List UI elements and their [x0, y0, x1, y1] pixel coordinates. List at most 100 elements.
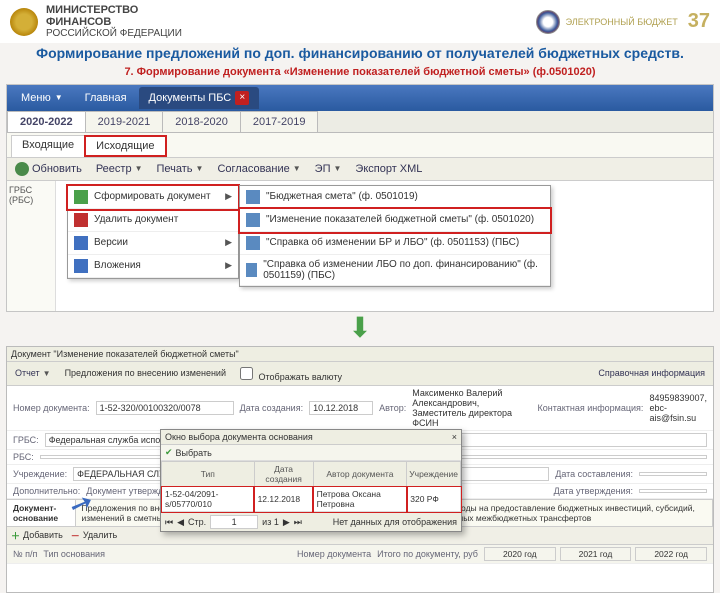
ctx-delete-document[interactable]: Удалить документ [68, 209, 238, 232]
plus-doc-icon [74, 190, 88, 204]
author-label: Автор: [379, 403, 406, 413]
doc-subbar: Отчет ▼ Предложения по внесению изменени… [7, 362, 713, 386]
doc-icon [246, 263, 257, 277]
refresh-icon [15, 162, 29, 176]
tab-incoming[interactable]: Входящие [11, 135, 85, 157]
doc-titlebar: Документ "Изменение показателей бюджетно… [7, 347, 713, 362]
popup-col-author: Автор документа [313, 462, 407, 487]
menu-button[interactable]: Меню▼ [11, 88, 73, 108]
doc-icon [246, 190, 260, 204]
popup-select-button[interactable]: ✔ Выбрать [165, 447, 212, 458]
create-flyout: "Бюджетная смета" (ф. 0501019) "Изменени… [239, 185, 551, 287]
tab-documents-pbs[interactable]: Документы ПБС × [139, 87, 260, 109]
popup-col-inst: Учреждение [407, 462, 461, 487]
versions-icon [74, 236, 88, 250]
nodata-label: Нет данных для отображения [333, 517, 457, 527]
popup-table: Тип Дата создания Автор документа Учрежд… [161, 461, 461, 512]
toolbar: Обновить Реестр▼ Печать▼ Согласование▼ Э… [7, 158, 713, 181]
attachments-icon [74, 259, 88, 273]
report-button[interactable]: Отчет ▼ [11, 366, 55, 380]
ctx-attachments[interactable]: Вложения ▶ [68, 255, 238, 278]
num-value: 1-52-320/00100320/0078 [96, 401, 234, 415]
delete-doc-icon [74, 213, 88, 227]
export-button[interactable]: Экспорт XML [351, 160, 426, 178]
registry-button[interactable]: Реестр▼ [92, 160, 147, 178]
date-label: Дата создания: [240, 403, 304, 413]
grbs-label2: ГРБС: [13, 435, 39, 445]
check-icon: ✔ [165, 447, 173, 458]
page-badge: ЭЛЕКТРОННЫЙ БЮДЖЕТ 37 [536, 10, 710, 34]
pager-input[interactable]: 1 [210, 515, 258, 529]
ctx-versions[interactable]: Версии ▶ [68, 232, 238, 255]
col-type: Тип основания [43, 549, 291, 559]
page-number: 37 [688, 10, 710, 33]
popup-col-type: Тип [162, 462, 255, 487]
grbs-label: ГРБС (РБС) [9, 185, 53, 205]
doc-group-label: Предложения по внесению изменений [65, 368, 226, 378]
contact-value: 84959839007, ebc-ais@fsin.su [649, 393, 707, 423]
col-2022: 2022 год [635, 547, 707, 561]
doc-icon [246, 213, 260, 227]
flyout-item-0501020[interactable]: "Изменение показателей бюджетной сметы" … [240, 209, 550, 232]
budget-logo-icon [536, 10, 560, 34]
num-label: Номер документа: [13, 403, 90, 413]
compose-date-label: Дата составления: [555, 469, 633, 479]
app-window-top: Меню▼ Главная Документы ПБС × 2020-2022 … [6, 84, 714, 312]
ctx-create-document[interactable]: Сформировать документ ▶ [68, 186, 238, 209]
approved-date-label: Дата утверждения: [554, 486, 633, 496]
flyout-item-0501159[interactable]: "Справка об изменении ЛБО по доп. финанс… [240, 255, 550, 286]
ministry-label: МИНИСТЕРСТВО ФИНАНСОВ РОССИЙСКОЙ ФЕДЕРАЦ… [46, 4, 182, 39]
doc-title: Документ "Изменение показателей бюджетно… [11, 349, 239, 359]
pager-next-icon[interactable]: ▶ [283, 517, 290, 528]
chevron-right-icon: ▶ [225, 237, 232, 248]
menubar: Меню▼ Главная Документы ПБС × [7, 85, 713, 111]
pager-prev-icon[interactable]: ◀ [177, 517, 184, 528]
chevron-right-icon: ▶ [225, 191, 232, 202]
popup-col-date: Дата создания [254, 462, 313, 487]
pager-last-icon[interactable]: ⏭ [294, 517, 302, 528]
show-currency-checkbox[interactable]: Отображать валюту [236, 364, 342, 383]
delete-button[interactable]: －Удалить [71, 529, 117, 542]
left-column: ГРБС (РБС) [7, 181, 56, 311]
date-value: 10.12.2018 [309, 401, 373, 415]
year-tab-2018-2020[interactable]: 2018-2020 [162, 111, 241, 132]
popup-title: Окно выбора документа основания [165, 432, 313, 442]
minus-icon: － [71, 529, 80, 542]
col-amount: Итого по документу, руб [377, 549, 478, 559]
year-tabs: 2020-2022 2019-2021 2018-2020 2017-2019 [7, 111, 713, 133]
pager-first-icon[interactable]: ⏮ [165, 517, 173, 528]
col-2020: 2020 год [484, 547, 556, 561]
info-button[interactable]: Справочная информация [594, 366, 709, 380]
doc-icon [246, 236, 260, 250]
approved-date-value [639, 489, 707, 493]
popup-pager: ⏮ ◀ Стр. 1 из 1 ▶ ⏭ Нет данных для отобр… [161, 512, 461, 531]
tab-outgoing[interactable]: Исходящие [84, 135, 166, 157]
flyout-item-0501019[interactable]: "Бюджетная смета" (ф. 0501019) [240, 186, 550, 209]
ep-button[interactable]: ЭП▼ [311, 160, 346, 178]
context-menu: Сформировать документ ▶ Удалить документ… [67, 185, 239, 279]
year-tab-2017-2019[interactable]: 2017-2019 [240, 111, 319, 132]
popup-row[interactable]: 1-52-04/2091-s/05770/010 12.12.2018 Петр… [162, 487, 461, 512]
refresh-button[interactable]: Обновить [11, 160, 86, 178]
basis-select-popup: Окно выбора документа основания × ✔ Выбр… [160, 429, 462, 532]
print-button[interactable]: Печать▼ [152, 160, 207, 178]
title-sub: 7. Формирование документа «Изменение пок… [0, 64, 720, 84]
year-tab-2019-2021[interactable]: 2019-2021 [85, 111, 164, 132]
year-tab-2020-2022[interactable]: 2020-2022 [7, 111, 86, 132]
badge-text: ЭЛЕКТРОННЫЙ БЮДЖЕТ [566, 17, 678, 27]
chevron-right-icon: ▶ [225, 260, 232, 271]
compose-date-value[interactable] [639, 472, 707, 476]
col-num: № п/п [13, 549, 37, 559]
rbs-label: РБС: [13, 452, 34, 462]
close-icon[interactable]: × [235, 91, 249, 105]
add-button[interactable]: ＋Добавить [11, 529, 63, 542]
flyout-item-0501153[interactable]: "Справка об изменении БР и ЛБО" (ф. 0501… [240, 232, 550, 255]
grid-area: ГРБС (РБС) Сформировать документ ▶ Удали… [7, 181, 713, 311]
direction-tabs: Входящие Исходящие [7, 133, 713, 158]
approval-button[interactable]: Согласование▼ [213, 160, 304, 178]
popup-close-icon[interactable]: × [452, 432, 457, 442]
col-2021: 2021 год [560, 547, 632, 561]
tab-home[interactable]: Главная [75, 88, 137, 108]
extra-label: Дополнительно: [13, 486, 80, 496]
col-docnum: Номер документа [297, 549, 371, 559]
